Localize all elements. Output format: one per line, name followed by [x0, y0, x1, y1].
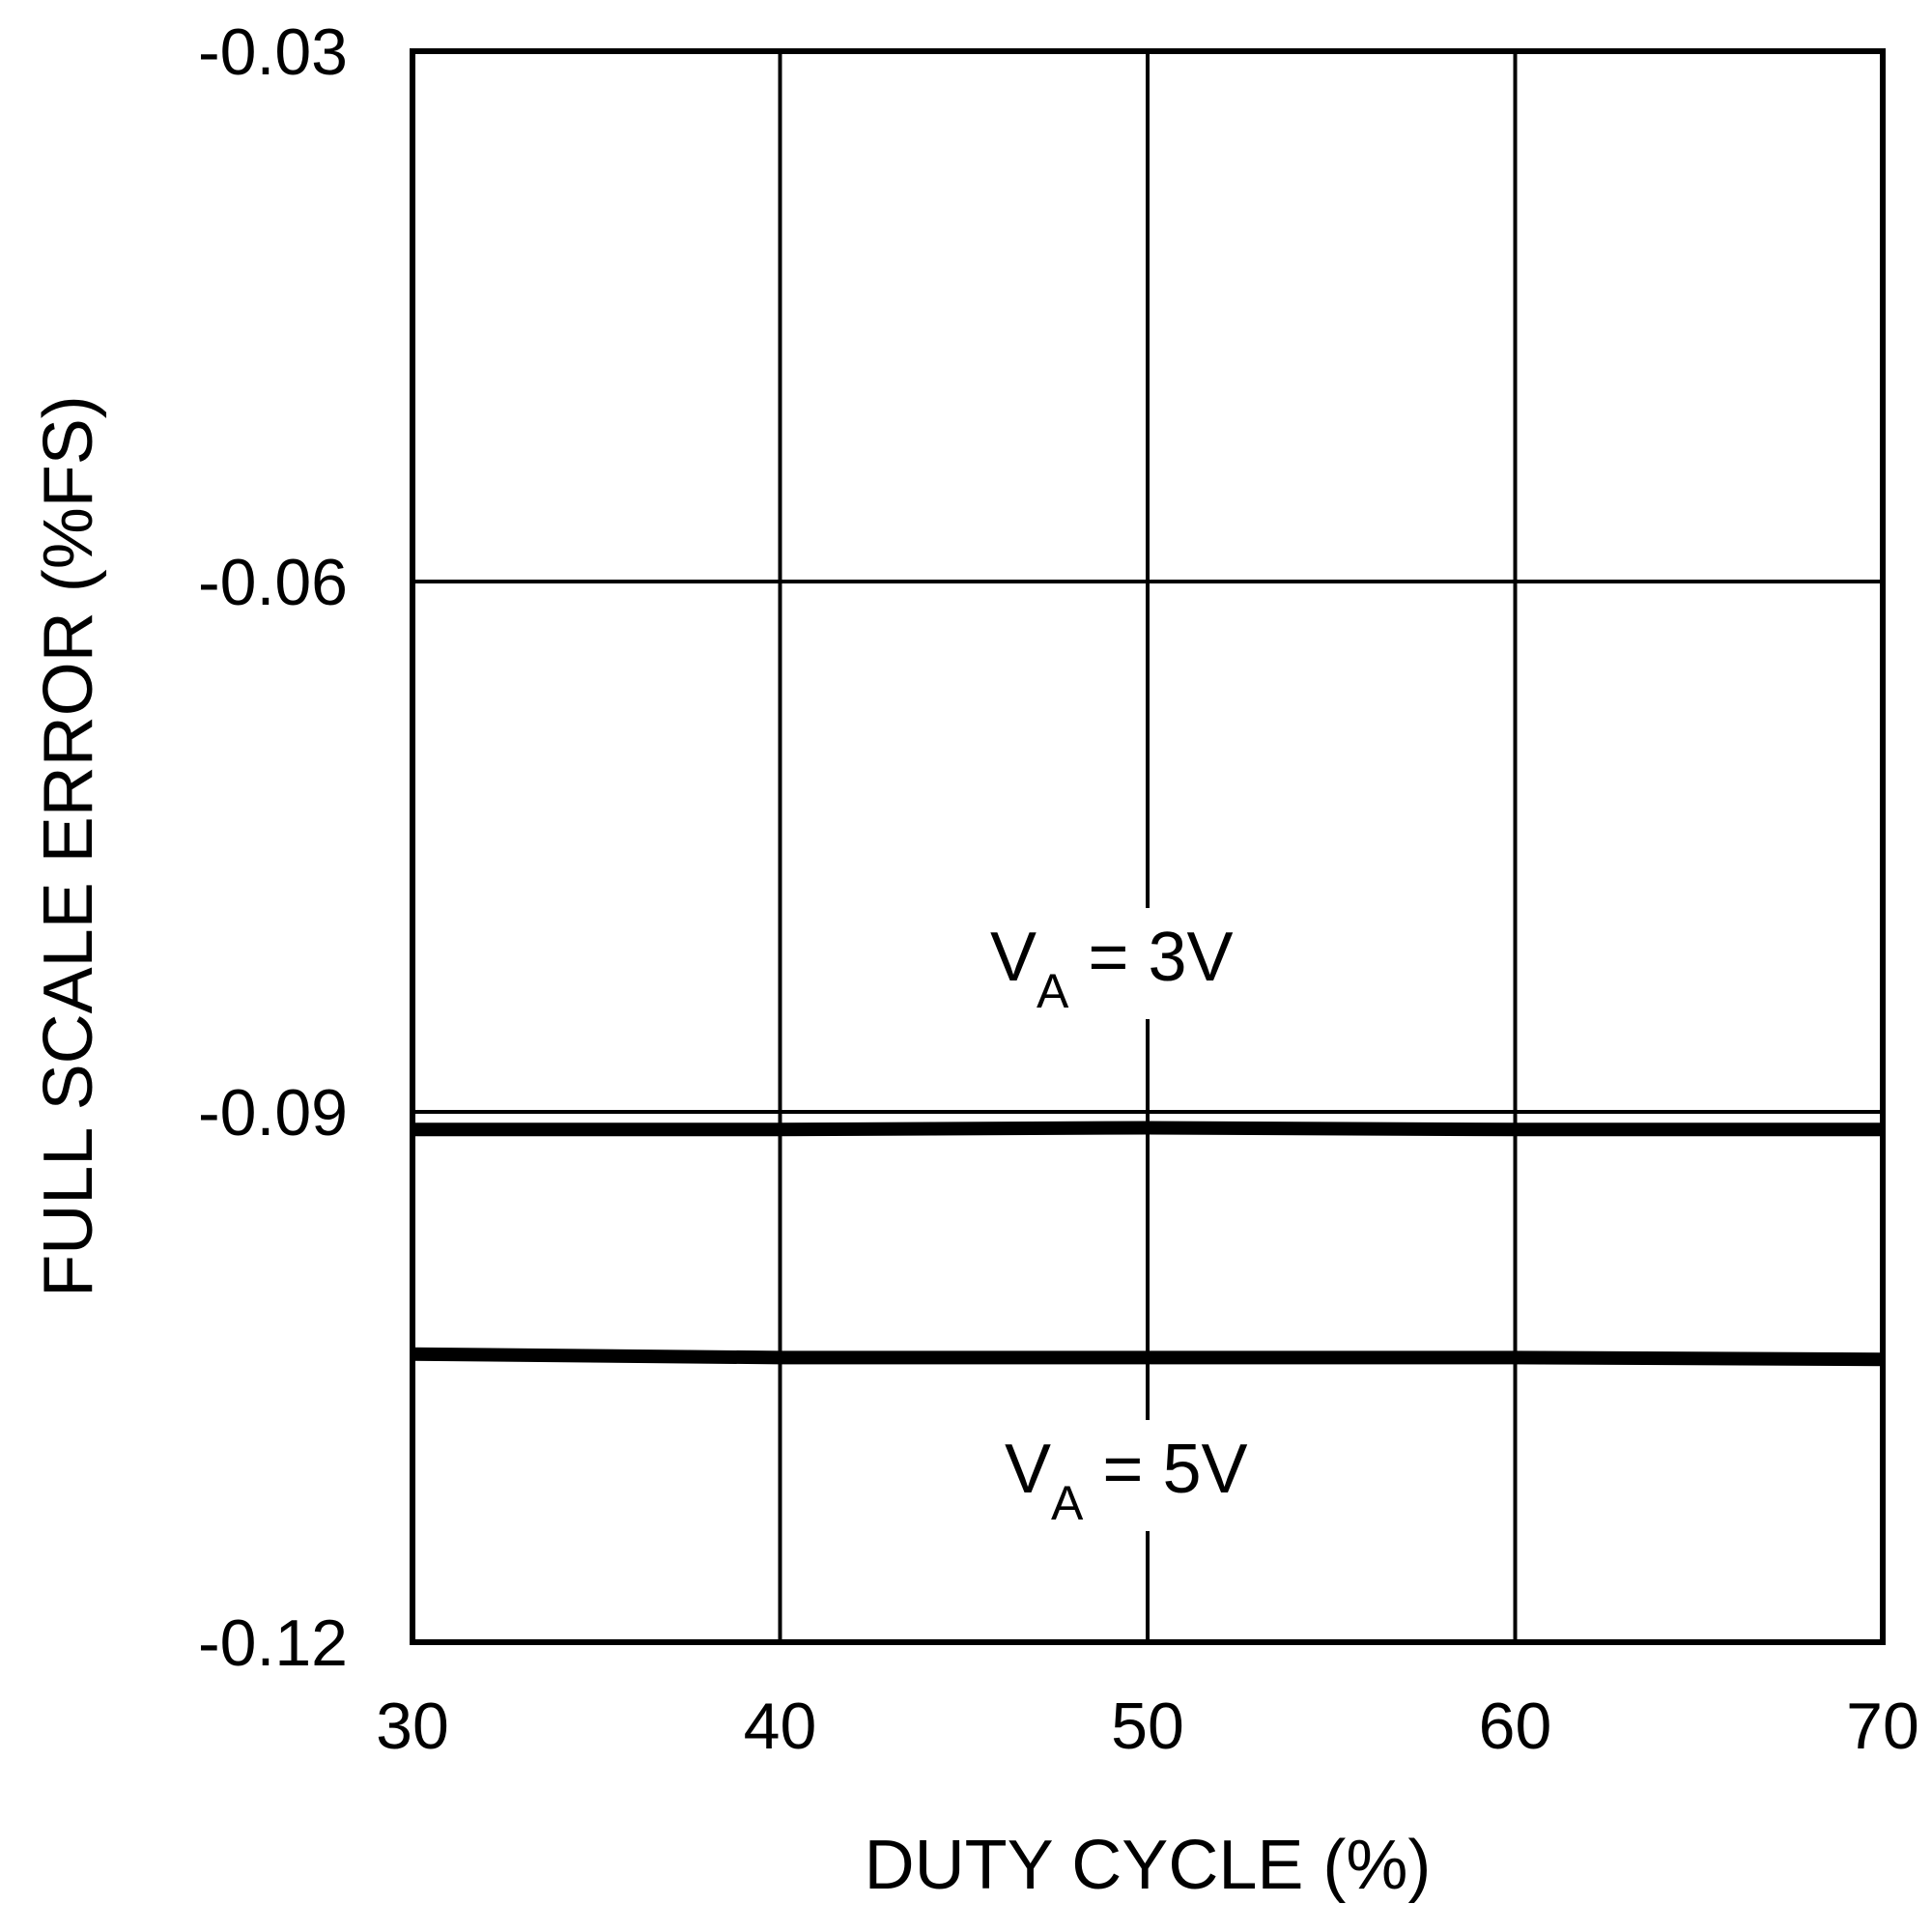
series-line-va-5v [412, 1347, 1884, 1367]
annotation-va-5v: VA = 5V [1005, 1431, 1248, 1530]
x-tick-label: 30 [376, 1690, 449, 1763]
grid-lines [411, 49, 1885, 1644]
x-tick-label: 50 [1111, 1690, 1184, 1763]
x-tick-label: 40 [744, 1690, 817, 1763]
y-tick-label: -0.12 [198, 1606, 348, 1680]
y-tick-label: -0.06 [198, 546, 348, 619]
y-tick-labels: -0.03 -0.06 -0.09 -0.12 [198, 15, 348, 1680]
y-tick-label: -0.09 [198, 1076, 348, 1150]
data-series [412, 1121, 1884, 1367]
series-line-va-3v [412, 1121, 1883, 1137]
annotation-va-3v: VA = 3V [990, 919, 1234, 1018]
x-tick-label: 70 [1846, 1690, 1919, 1763]
x-tick-labels: 30 40 50 60 70 [376, 1690, 1919, 1763]
y-tick-label: -0.03 [198, 15, 348, 89]
annotation-bg-3v [976, 908, 1304, 1019]
y-axis-title: FULL SCALE ERROR (%FS) [30, 395, 107, 1297]
plot-frame [410, 48, 1886, 1645]
annotation-bg-5v [995, 1420, 1323, 1531]
x-axis-title: DUTY CYCLE (%) [865, 1827, 1432, 1904]
x-tick-label: 60 [1479, 1690, 1552, 1763]
